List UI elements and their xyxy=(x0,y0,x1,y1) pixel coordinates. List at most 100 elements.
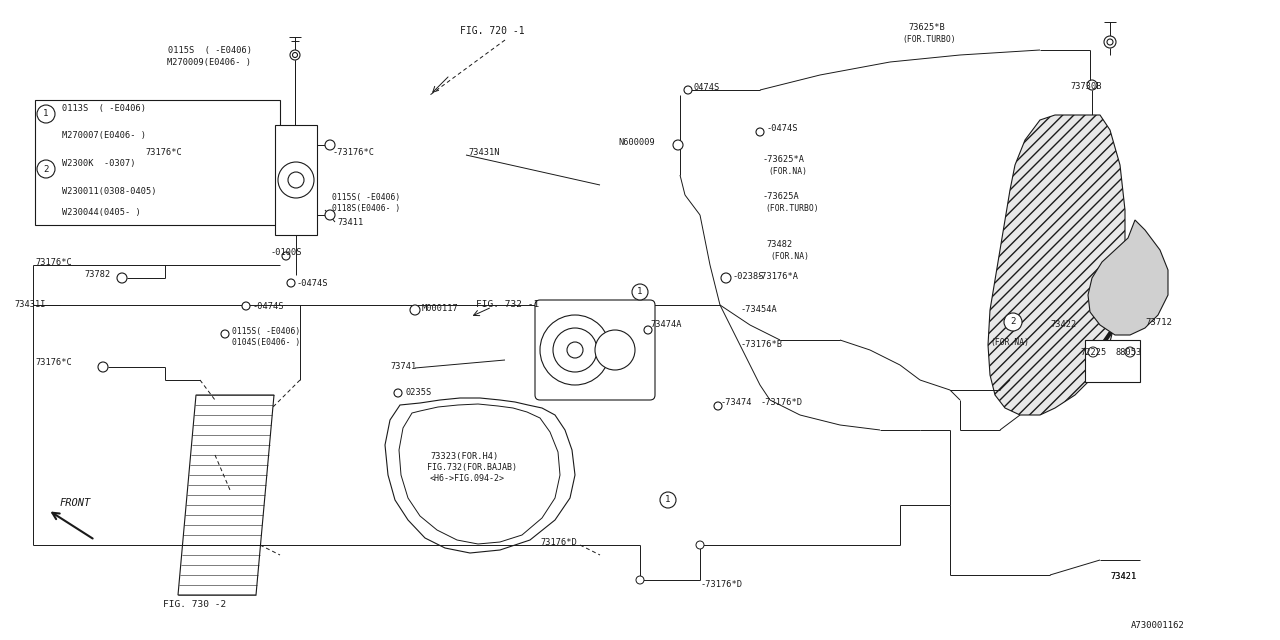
Text: 88053: 88053 xyxy=(1115,348,1142,357)
Circle shape xyxy=(684,86,692,94)
Text: FIG. 732 -1: FIG. 732 -1 xyxy=(476,300,539,309)
Text: 73431I: 73431I xyxy=(14,300,46,309)
FancyBboxPatch shape xyxy=(535,300,655,400)
Text: -73176*D: -73176*D xyxy=(760,398,803,407)
Circle shape xyxy=(673,140,684,150)
Text: (FOR.TURBO): (FOR.TURBO) xyxy=(765,204,819,213)
Text: 73323(FOR.H4): 73323(FOR.H4) xyxy=(430,452,498,461)
Text: 73176*D: 73176*D xyxy=(540,538,577,547)
Text: -0100S: -0100S xyxy=(270,248,302,257)
Circle shape xyxy=(644,326,652,334)
Text: W230011(0308-0405): W230011(0308-0405) xyxy=(61,187,156,196)
Text: -0238S: -0238S xyxy=(733,272,764,281)
Circle shape xyxy=(1125,347,1135,357)
Text: 0474S: 0474S xyxy=(694,83,721,92)
Text: FRONT: FRONT xyxy=(60,498,91,508)
Circle shape xyxy=(221,330,229,338)
Circle shape xyxy=(696,541,704,549)
Text: 0118S(E0406- ): 0118S(E0406- ) xyxy=(332,204,401,213)
Text: 0115S  ( -E0406): 0115S ( -E0406) xyxy=(168,46,252,55)
Text: 73782: 73782 xyxy=(84,270,110,279)
Text: 73741: 73741 xyxy=(390,362,416,371)
Text: FIG.732(FOR.BAJAB): FIG.732(FOR.BAJAB) xyxy=(428,463,517,472)
Text: 73176*C: 73176*C xyxy=(35,258,72,267)
Circle shape xyxy=(595,330,635,370)
Circle shape xyxy=(714,402,722,410)
Circle shape xyxy=(291,50,300,60)
Circle shape xyxy=(1088,347,1098,357)
Polygon shape xyxy=(988,115,1125,415)
Text: -73176*D: -73176*D xyxy=(700,580,742,589)
Circle shape xyxy=(1004,313,1021,331)
Text: -0474S: -0474S xyxy=(765,124,797,133)
Text: (FOR.NA): (FOR.NA) xyxy=(989,338,1029,347)
Text: 73712: 73712 xyxy=(1146,318,1172,327)
Circle shape xyxy=(37,105,55,123)
Circle shape xyxy=(540,315,611,385)
Text: 0113S  ( -E0406): 0113S ( -E0406) xyxy=(61,104,146,113)
Text: 73421: 73421 xyxy=(1110,572,1137,581)
Circle shape xyxy=(293,52,297,58)
Text: -0474S: -0474S xyxy=(252,302,283,311)
Text: -73176*B: -73176*B xyxy=(740,340,782,349)
Text: 1: 1 xyxy=(44,109,49,118)
Text: 1: 1 xyxy=(637,287,643,296)
Text: 2: 2 xyxy=(1010,317,1016,326)
Polygon shape xyxy=(1088,220,1169,335)
Circle shape xyxy=(1103,36,1116,48)
Text: 0104S(E0406- ): 0104S(E0406- ) xyxy=(232,338,301,347)
Text: -73474: -73474 xyxy=(719,398,751,407)
Text: 2: 2 xyxy=(44,164,49,173)
Text: 1: 1 xyxy=(666,495,671,504)
Circle shape xyxy=(1107,39,1114,45)
Text: -0474S: -0474S xyxy=(296,279,328,288)
Text: -73176*C: -73176*C xyxy=(332,148,374,157)
Text: 73422: 73422 xyxy=(1050,320,1076,329)
Circle shape xyxy=(756,128,764,136)
Circle shape xyxy=(660,492,676,508)
Text: N600009: N600009 xyxy=(618,138,655,147)
Text: 73482: 73482 xyxy=(765,240,792,249)
Circle shape xyxy=(1087,80,1097,90)
Circle shape xyxy=(287,279,294,287)
Text: 0115S( -E0406): 0115S( -E0406) xyxy=(332,193,401,202)
Circle shape xyxy=(325,140,335,150)
Text: W2300K  -0307): W2300K -0307) xyxy=(61,159,136,168)
Circle shape xyxy=(288,172,305,188)
Circle shape xyxy=(721,273,731,283)
Text: -73176*A: -73176*A xyxy=(756,272,799,281)
Circle shape xyxy=(242,302,250,310)
Text: <H6->FIG.094-2>: <H6->FIG.094-2> xyxy=(430,474,506,483)
Text: 73625*B: 73625*B xyxy=(908,23,945,32)
Text: -73625*A: -73625*A xyxy=(762,155,804,164)
Text: 73176*C: 73176*C xyxy=(35,358,72,367)
Text: 73730B: 73730B xyxy=(1070,82,1102,91)
Text: 73431N: 73431N xyxy=(468,148,499,157)
Text: M270007(E0406- ): M270007(E0406- ) xyxy=(61,131,146,140)
Text: 73421: 73421 xyxy=(1110,572,1137,581)
Polygon shape xyxy=(399,404,561,544)
Bar xyxy=(1085,340,1140,382)
Circle shape xyxy=(636,576,644,584)
Text: (FOR.NA): (FOR.NA) xyxy=(771,252,809,261)
Text: (FOR.NA): (FOR.NA) xyxy=(768,167,806,176)
Circle shape xyxy=(567,342,582,358)
Text: M000117: M000117 xyxy=(422,304,458,313)
Text: FIG. 720 -1: FIG. 720 -1 xyxy=(460,26,525,36)
Text: FIG. 730 -2: FIG. 730 -2 xyxy=(163,600,227,609)
Polygon shape xyxy=(178,395,274,595)
Circle shape xyxy=(282,252,291,260)
Text: 73474A: 73474A xyxy=(650,320,681,329)
Text: 73176*C: 73176*C xyxy=(145,148,182,157)
Text: (FOR.TURBO): (FOR.TURBO) xyxy=(902,35,956,44)
Polygon shape xyxy=(385,398,575,553)
Text: M270009(E0406- ): M270009(E0406- ) xyxy=(166,58,251,67)
Circle shape xyxy=(116,273,127,283)
Bar xyxy=(35,100,280,225)
Text: W230044(0405- ): W230044(0405- ) xyxy=(61,208,141,217)
Bar xyxy=(275,125,317,235)
Circle shape xyxy=(37,160,55,178)
Circle shape xyxy=(325,210,335,220)
Text: 73411: 73411 xyxy=(337,218,364,227)
Circle shape xyxy=(410,305,420,315)
